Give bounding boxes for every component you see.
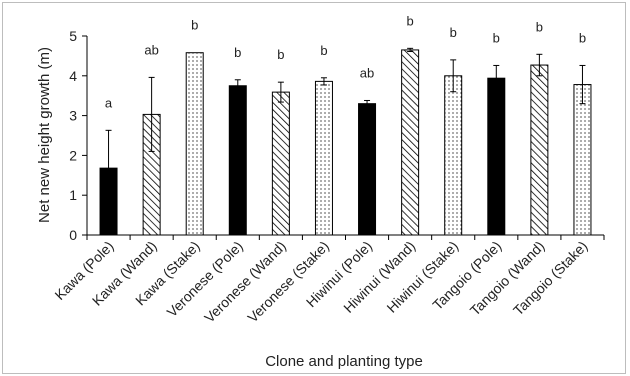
x-axis: Kawa (Pole)Kawa (Wand)Kawa (Stake)Verone… xyxy=(51,234,605,326)
bar xyxy=(573,84,592,236)
significance-letter: b xyxy=(320,43,327,58)
chart-frame xyxy=(2,2,626,374)
significance-letter: b xyxy=(191,18,198,33)
bar xyxy=(530,64,549,236)
y-axis: 0 1 2 3 4 5 xyxy=(69,28,88,243)
significance-letter: b xyxy=(536,19,543,34)
y-axis-label: Net new height growth (m) xyxy=(36,47,53,223)
x-tick-label: Tangoio (Wand) xyxy=(467,238,548,319)
significance-letter: b xyxy=(579,30,586,45)
bars: a ab b b b b ab b b b b b xyxy=(99,13,592,236)
significance-letter: b xyxy=(407,13,414,28)
significance-letter: ab xyxy=(360,65,374,80)
significance-letter: ab xyxy=(144,42,158,57)
y-tick-label: 1 xyxy=(69,187,77,203)
bar xyxy=(314,80,333,236)
x-axis-label: Clone and planting type xyxy=(265,353,423,370)
significance-letter: b xyxy=(450,25,457,40)
bar xyxy=(228,85,247,236)
bar xyxy=(487,77,506,236)
y-tick-label: 2 xyxy=(69,147,77,163)
y-tick-label: 3 xyxy=(69,108,77,124)
bar xyxy=(358,103,377,236)
significance-letter: a xyxy=(105,95,113,110)
x-tick-label: Tangoio (Stake) xyxy=(510,238,591,319)
x-tick-label: Veronese (Pole) xyxy=(164,238,246,320)
significance-letter: b xyxy=(493,30,500,45)
significance-letter: b xyxy=(277,47,284,62)
bar xyxy=(401,49,420,236)
bar xyxy=(444,75,463,236)
bar xyxy=(185,52,204,236)
y-tick-label: 0 xyxy=(69,227,77,243)
significance-letter: b xyxy=(234,45,241,60)
y-tick-label: 5 xyxy=(69,28,77,44)
bar xyxy=(271,91,290,236)
y-tick-label: 4 xyxy=(69,68,77,84)
